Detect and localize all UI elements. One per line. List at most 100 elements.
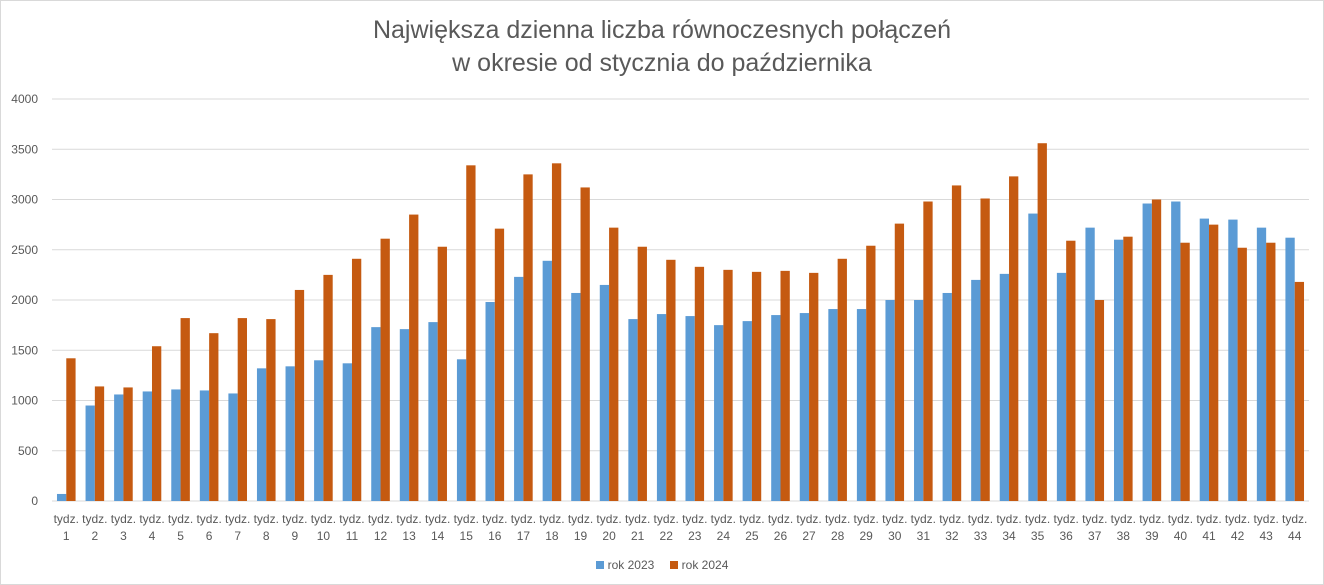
bar-2023-week-39 <box>1142 203 1152 501</box>
x-tick-prefix: tydz. <box>854 512 879 526</box>
x-tick-prefix: tydz. <box>425 512 450 526</box>
bar-2023-week-37 <box>1085 227 1095 501</box>
bar-2024-week-26 <box>780 270 790 501</box>
bar-2023-week-23 <box>685 316 695 501</box>
x-tick-prefix: tydz. <box>82 512 107 526</box>
bar-2024-week-6 <box>209 333 219 501</box>
legend-swatch-2024 <box>669 561 678 569</box>
x-tick-prefix: tydz. <box>596 512 621 526</box>
bar-2024-week-32 <box>951 185 962 501</box>
x-tick-prefix: tydz. <box>54 512 79 526</box>
bar-2024-week-8 <box>266 319 276 501</box>
y-tick-label: 0 <box>31 494 38 508</box>
chart-title-line-1: Największa dzienna liczba równoczesnych … <box>372 16 952 44</box>
x-tick-label: 37 <box>1088 529 1102 543</box>
x-tick-label: 20 <box>602 529 616 543</box>
bar-2024-week-17 <box>523 174 533 502</box>
bar-2023-week-14 <box>428 322 438 501</box>
bar-2023-week-5 <box>171 389 181 501</box>
y-tick-label: 2000 <box>11 293 38 307</box>
x-tick-prefix: tydz. <box>254 512 279 526</box>
bar-2023-week-28 <box>828 309 838 501</box>
chart-title: Największa dzienna liczba równoczesnych … <box>0 14 1324 80</box>
bar-2023-week-40 <box>1171 201 1181 501</box>
bar-2024-week-12 <box>380 238 390 501</box>
bar-2023-week-16 <box>485 302 495 501</box>
bar-2023-week-6 <box>199 390 210 501</box>
bar-2023-week-38 <box>1114 239 1124 501</box>
x-tick-prefix: tydz. <box>1053 512 1078 526</box>
x-tick-prefix: tydz. <box>539 512 564 526</box>
x-tick-prefix: tydz. <box>1253 512 1278 526</box>
bar-2024-week-31 <box>923 201 933 501</box>
x-tick-label: 16 <box>488 529 502 543</box>
x-tick-label: 18 <box>545 529 559 543</box>
x-tick-prefix: tydz. <box>1139 512 1164 526</box>
x-tick-label: 9 <box>291 529 298 543</box>
bar-2023-week-36 <box>1056 272 1067 501</box>
x-tick-prefix: tydz. <box>796 512 821 526</box>
x-tick-prefix: tydz. <box>1196 512 1221 526</box>
bar-2023-week-29 <box>856 309 867 501</box>
bar-2024-week-3 <box>123 387 133 501</box>
bar-2024-week-1 <box>66 358 76 501</box>
bar-2024-week-28 <box>837 258 847 501</box>
bar-2023-week-21 <box>628 319 638 501</box>
bar-2023-week-44 <box>1285 237 1295 501</box>
bar-2024-week-40 <box>1180 242 1190 501</box>
x-tick-prefix: tydz. <box>1025 512 1050 526</box>
bar-2024-week-19 <box>580 187 590 501</box>
x-tick-prefix: tydz. <box>168 512 193 526</box>
x-tick-label: 42 <box>1231 529 1245 543</box>
y-tick-label: 3000 <box>11 193 38 207</box>
x-tick-label: 33 <box>974 529 988 543</box>
x-tick-prefix: tydz. <box>396 512 421 526</box>
x-tick-prefix: tydz. <box>996 512 1021 526</box>
x-tick-label: 19 <box>574 529 588 543</box>
x-tick-label: 14 <box>431 529 445 543</box>
x-tick-prefix: tydz. <box>882 512 907 526</box>
bar-2023-week-27 <box>799 313 810 501</box>
x-tick-label: 15 <box>460 529 474 543</box>
bar-2023-week-8 <box>256 368 267 501</box>
x-tick-prefix: tydz. <box>311 512 336 526</box>
legend-label-2024: rok 2024 <box>681 558 729 572</box>
x-tick-label: 43 <box>1259 529 1273 543</box>
x-tick-label: 23 <box>688 529 702 543</box>
x-tick-label: 3 <box>120 529 127 543</box>
x-tick-label: 22 <box>660 529 674 543</box>
bar-2023-week-30 <box>885 300 895 501</box>
bar-2023-week-31 <box>914 300 924 501</box>
x-tick-label: 41 <box>1202 529 1216 543</box>
x-tick-label: 27 <box>802 529 816 543</box>
x-tick-label: 36 <box>1059 529 1073 543</box>
bar-2023-week-34 <box>999 273 1010 501</box>
x-tick-label: 11 <box>346 529 359 543</box>
bar-2023-week-11 <box>342 363 352 501</box>
bar-2023-week-35 <box>1028 213 1038 501</box>
bar-2024-week-41 <box>1209 224 1219 502</box>
bar-2023-week-2 <box>85 405 95 501</box>
x-tick-prefix: tydz. <box>825 512 850 526</box>
bar-2024-week-24 <box>723 269 733 501</box>
x-tick-label: 7 <box>234 529 241 543</box>
bar-2023-week-13 <box>399 329 410 501</box>
bar-2024-week-13 <box>409 214 419 501</box>
legend-swatch-2023 <box>595 561 604 569</box>
legend-item-2023: rok 2023 <box>595 558 655 572</box>
bar-2024-week-37 <box>1094 300 1105 501</box>
x-tick-label: 12 <box>374 529 388 543</box>
x-tick-prefix: tydz. <box>225 512 250 526</box>
bar-2023-week-26 <box>771 315 781 501</box>
bar-2024-week-27 <box>809 272 819 501</box>
bar-2024-week-20 <box>609 227 619 501</box>
x-tick-prefix: tydz. <box>482 512 507 526</box>
x-tick-prefix: tydz. <box>1082 512 1107 526</box>
x-tick-label: 17 <box>517 529 531 543</box>
bar-2024-week-43 <box>1266 242 1276 501</box>
x-tick-prefix: tydz. <box>1282 512 1307 526</box>
bar-2024-week-35 <box>1037 143 1047 501</box>
x-tick-prefix: tydz. <box>196 512 221 526</box>
bar-2023-week-7 <box>228 393 238 501</box>
legend-label-2023: rok 2023 <box>607 558 655 572</box>
